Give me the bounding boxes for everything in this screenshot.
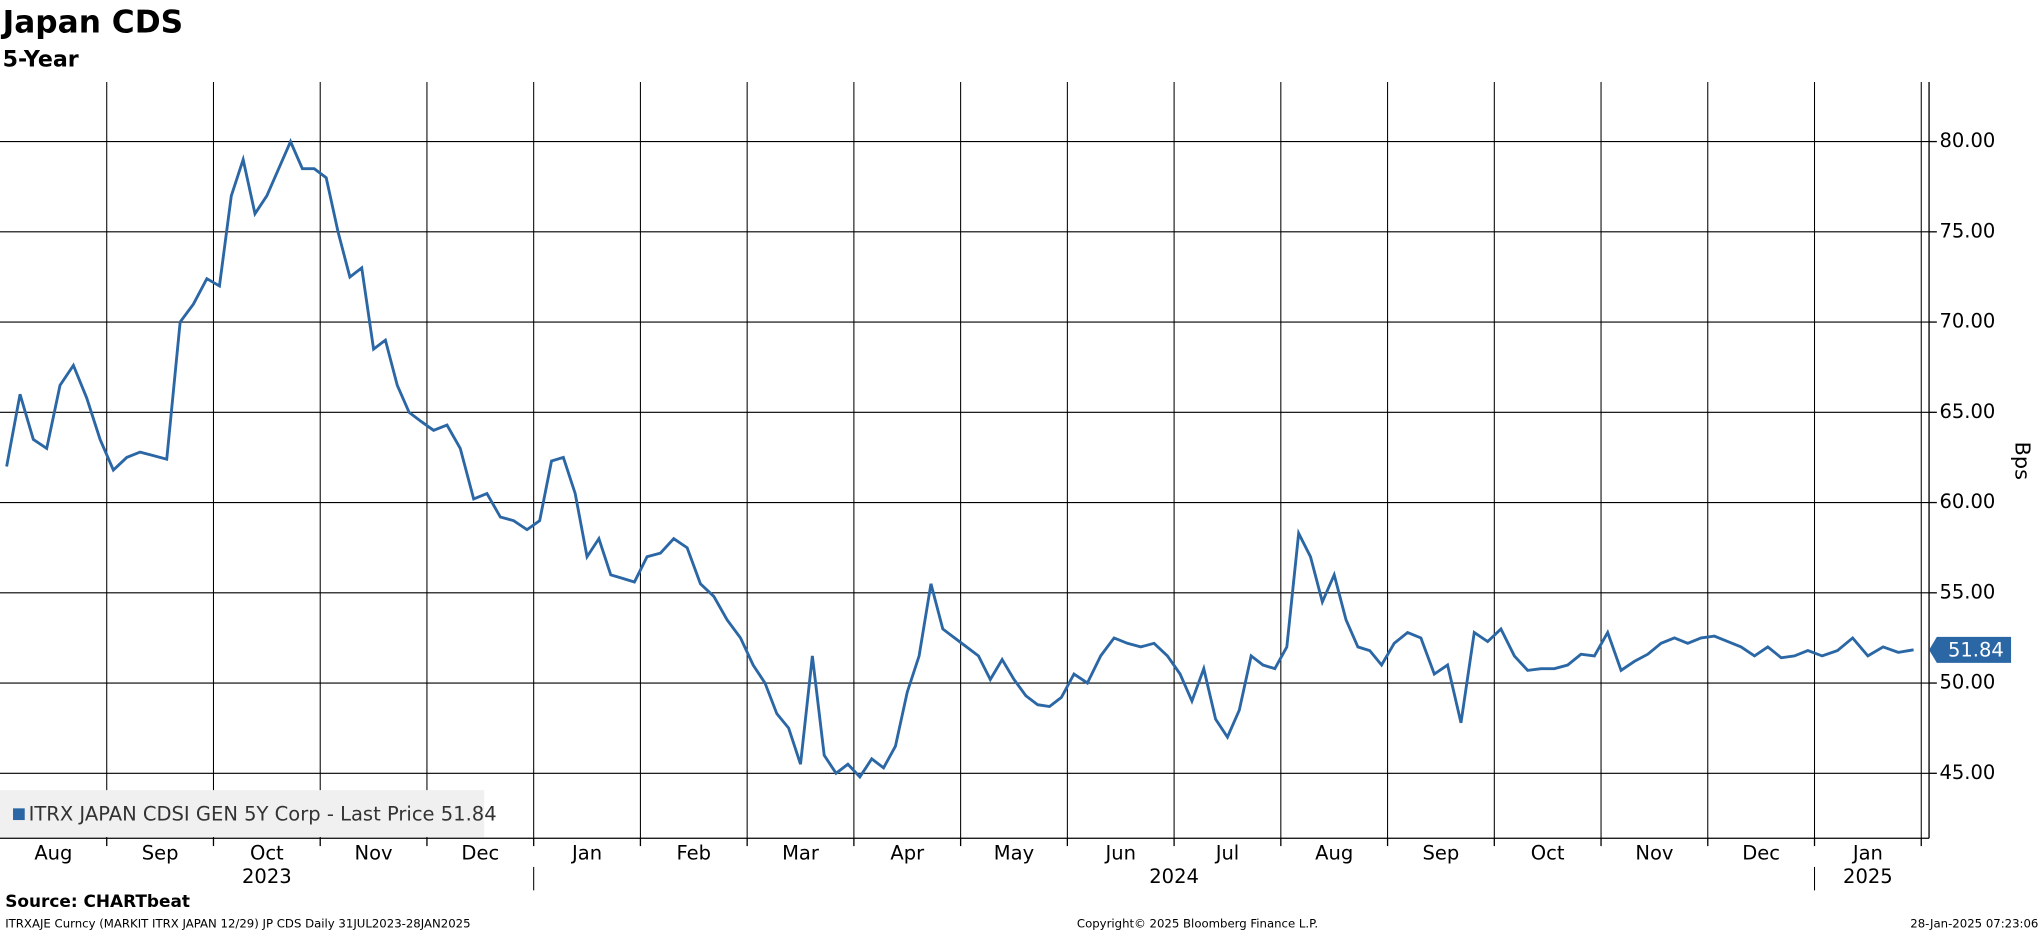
y-tick-label: 50.00 (1939, 671, 1995, 694)
x-tick-label: Aug (1315, 841, 1353, 864)
legend-label: ITRX JAPAN CDSI GEN 5Y Corp - Last Price… (29, 802, 497, 825)
y-tick-label: 65.00 (1939, 400, 1995, 423)
x-tick-label: Oct (250, 841, 284, 864)
x-tick-label: Jul (1214, 841, 1240, 864)
x-tick-label: May (994, 841, 1034, 864)
line (5, 138, 1914, 780)
x-tick-label: Sep (1423, 841, 1460, 864)
x-tick-label: Feb (677, 841, 712, 864)
last-price-box (1929, 636, 2012, 663)
chart-subtitle: 5-Year (3, 46, 79, 72)
x-tick-label: Jan (570, 841, 602, 864)
footer-center: Copyright© 2025 Bloomberg Finance L.P. (1077, 917, 1318, 931)
year-label: 2023 (242, 865, 292, 888)
y-tick-label: 45.00 (1939, 761, 1995, 784)
y-axis-label: Bps (2010, 442, 2034, 480)
x-tick-label: Oct (1531, 841, 1565, 864)
footer-right: 28-Jan-2025 07:23:06 (1910, 917, 2038, 931)
x-tick-label: Dec (461, 841, 499, 864)
chart-title: Japan CDS (1, 4, 184, 40)
y-tick-label: 60.00 (1939, 490, 1995, 513)
footer-left: ITRXAJE Curncy (MARKIT ITRX JAPAN 12/29)… (5, 917, 470, 931)
legend-swatch (13, 808, 25, 821)
x-tick-label: Jan (1851, 841, 1883, 864)
y-tick-label: 70.00 (1939, 310, 1995, 333)
x-tick-label: Sep (142, 841, 179, 864)
y-tick-label: 55.00 (1939, 580, 1995, 603)
legend-box (0, 790, 485, 837)
x-tick-label: Dec (1742, 841, 1780, 864)
y-tick-label: 75.00 (1939, 219, 1995, 242)
year-label: 2025 (1843, 865, 1893, 888)
x-tick-label: Jun (1103, 841, 1136, 864)
source: Source: CHARTbeat (5, 891, 190, 911)
x-tick-label: Apr (890, 841, 925, 864)
x-tick-label: Mar (782, 841, 820, 864)
x-tick-label: Nov (1635, 841, 1673, 864)
y-tick-label: 80.00 (1939, 129, 1995, 152)
year-label: 2024 (1149, 865, 1199, 888)
x-tick-label: Nov (355, 841, 393, 864)
x-tick-label: Aug (34, 841, 72, 864)
last-price-label: 51.84 (1948, 639, 2004, 662)
